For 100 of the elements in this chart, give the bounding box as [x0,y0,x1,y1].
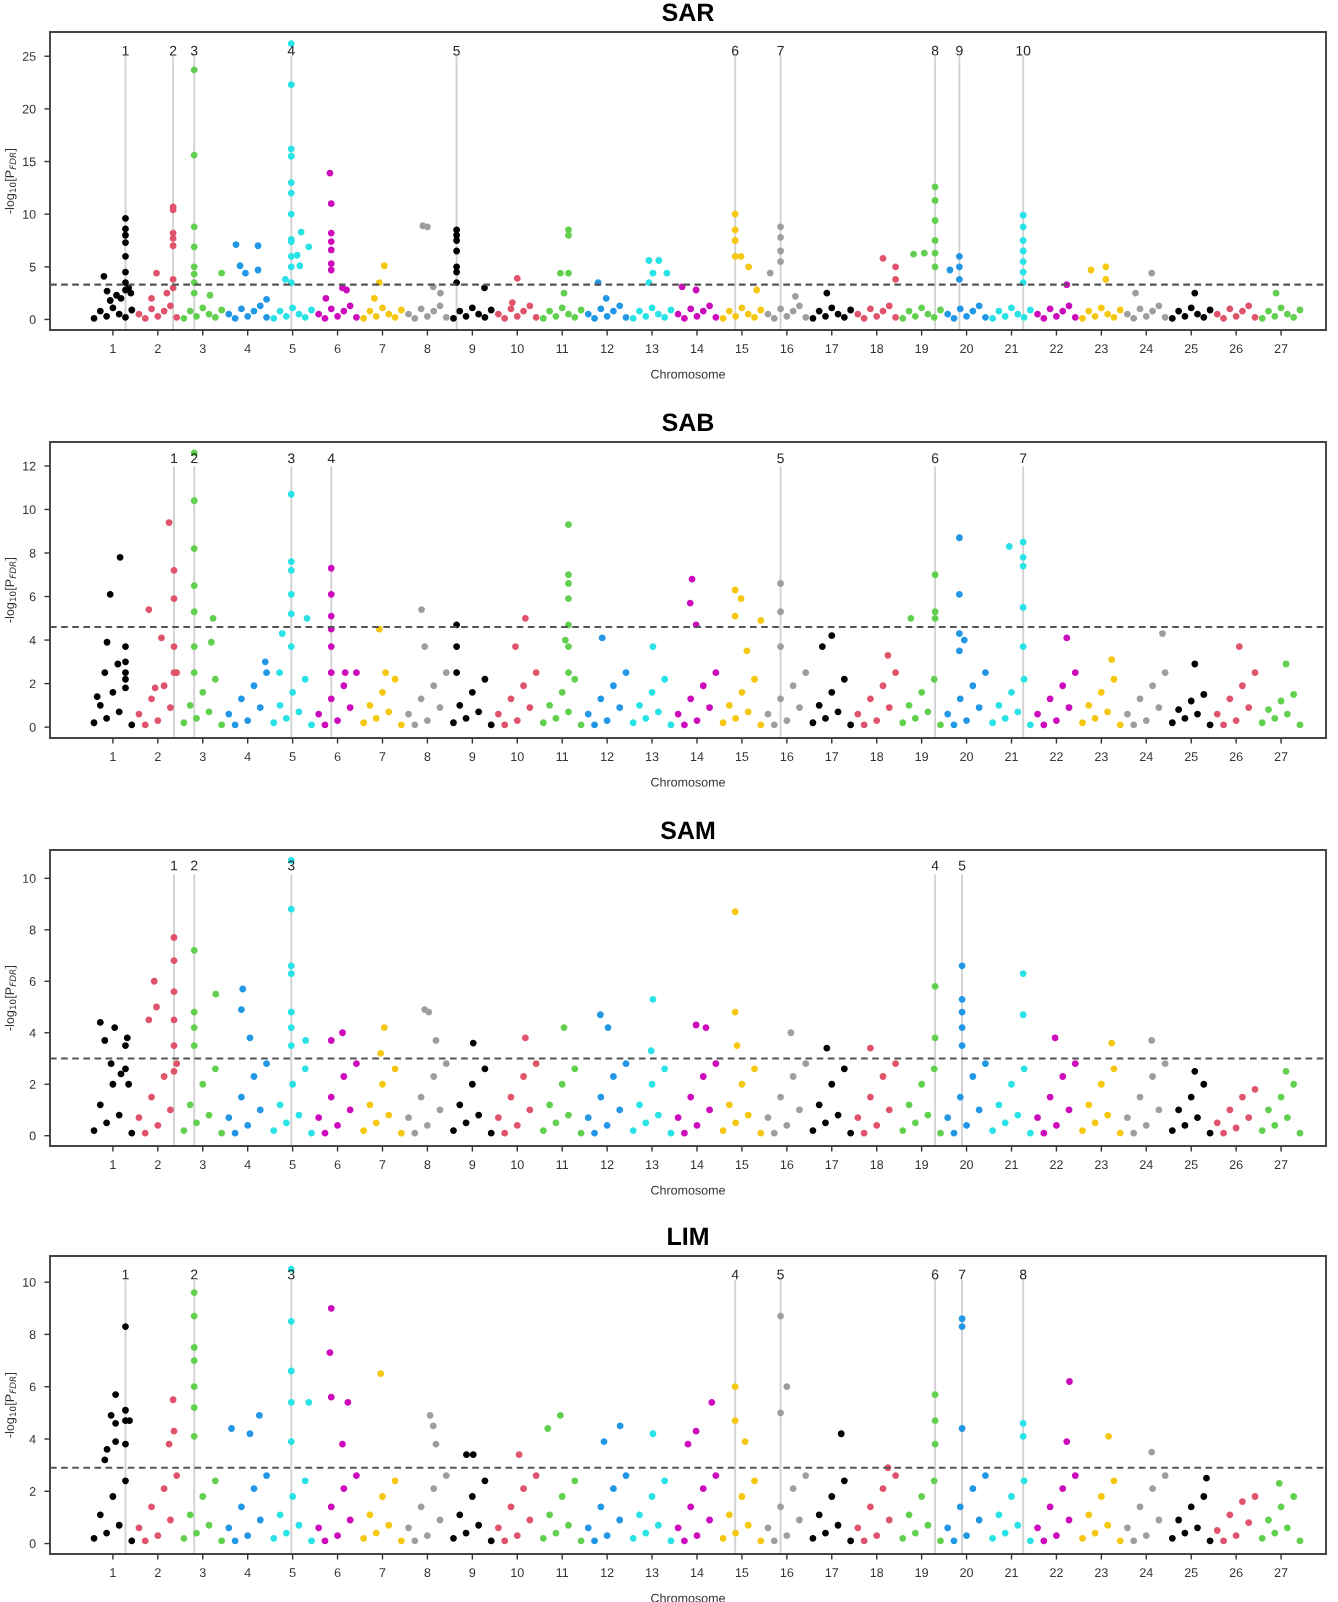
point [532,313,540,321]
chart-title: LIM [668,1227,708,1245]
point [879,1485,887,1493]
point [453,643,461,650]
point [1265,1106,1272,1114]
point [430,1485,438,1493]
point [879,1073,887,1080]
point [1213,1527,1221,1534]
point [340,1485,348,1493]
point [209,614,217,622]
point [165,1440,173,1448]
point [733,1042,741,1050]
point [1168,1127,1176,1134]
point [815,1101,823,1109]
point [1148,1037,1156,1044]
point [360,315,368,322]
point [287,643,295,650]
point [276,669,283,677]
point [687,305,695,313]
point [955,252,963,260]
point [777,233,784,241]
point [661,313,669,321]
point [1191,660,1199,668]
point [674,1524,682,1532]
point [109,1080,117,1088]
point [743,647,751,655]
point [796,1106,803,1114]
point [1181,1122,1189,1129]
point [610,307,617,315]
point [1001,715,1009,722]
point [603,1122,611,1129]
point [276,701,284,709]
point [495,710,502,718]
point [1046,1093,1054,1101]
point [958,1425,966,1432]
point [442,669,450,677]
point [160,1073,168,1080]
point [1104,708,1112,716]
point [167,1106,174,1114]
point [282,276,289,283]
point [1168,1534,1176,1542]
point [122,268,129,276]
point [684,1440,692,1448]
point [854,310,862,318]
point [327,305,335,313]
point [1019,643,1027,650]
point [287,905,295,913]
point [1220,721,1227,729]
point [186,1101,194,1109]
point [1116,1537,1124,1545]
point [539,1534,547,1542]
point [1026,306,1034,314]
point [960,636,968,644]
point [899,719,907,727]
point [327,643,335,650]
point [125,1080,133,1088]
point [1161,313,1169,321]
point [135,310,143,318]
point [873,717,881,724]
point [167,1516,174,1524]
point [424,223,431,231]
point [1053,312,1060,320]
point [1258,315,1266,322]
point [546,701,554,709]
point [430,307,438,315]
point [463,1451,470,1459]
point [154,1532,162,1540]
point [475,1111,483,1119]
point [295,310,303,318]
point [411,1537,419,1545]
point [111,1024,119,1031]
point [777,1312,784,1320]
point [1175,706,1183,714]
point [1149,1073,1156,1080]
point [218,1537,226,1545]
point [777,643,784,650]
point [190,1289,198,1296]
point [287,590,295,598]
point [918,1080,926,1088]
point [411,1129,419,1137]
point [287,1438,295,1445]
point [1187,1503,1195,1511]
point [777,1409,784,1417]
point [1251,313,1259,321]
point [591,315,598,322]
point [958,1323,966,1330]
point [417,1093,425,1101]
point [225,1524,233,1532]
point [1136,695,1144,703]
point [167,704,174,711]
point [905,1101,913,1109]
point [1271,715,1279,722]
point [610,1485,617,1493]
point [238,1006,245,1013]
point [647,1047,655,1055]
point [385,1111,393,1119]
point [686,599,694,607]
point [212,990,220,998]
point [282,1119,290,1127]
point [663,269,671,277]
